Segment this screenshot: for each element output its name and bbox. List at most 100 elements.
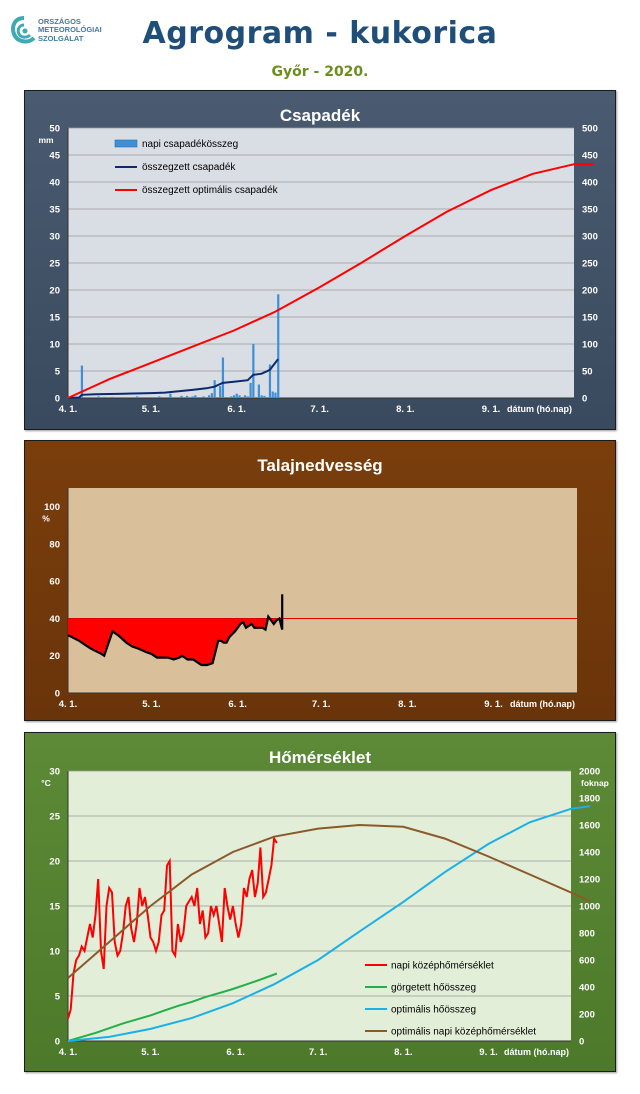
y2-tick-label: 100 bbox=[582, 340, 598, 351]
y-axis-label: °C bbox=[41, 778, 51, 788]
optimal-heat-sum-line bbox=[67, 805, 591, 1042]
precip-bar bbox=[111, 396, 114, 398]
x-tick-label: 9. 1. bbox=[479, 1047, 498, 1058]
legend-swatch-daily-precip bbox=[114, 139, 138, 148]
y2-tick-label: 250 bbox=[582, 259, 598, 270]
x-tick-label: 5. 1. bbox=[142, 404, 161, 415]
y-tick-label: 5 bbox=[55, 367, 61, 378]
precip-bar bbox=[208, 395, 211, 398]
x-tick-label: 8. 1. bbox=[396, 404, 415, 415]
y-tick-label: 20 bbox=[49, 286, 60, 297]
y-tick-label: 25 bbox=[49, 812, 60, 823]
soil-moisture-panel: Talajnedvesség 0 20 40 60 80 100 4. 1. 5. 1. 6. 1… bbox=[24, 440, 616, 721]
chart-title: Talajnedvesség bbox=[257, 456, 382, 475]
precip-bar bbox=[158, 396, 161, 398]
x-tick-label: 6. 1. bbox=[227, 404, 246, 415]
precip-bar bbox=[136, 396, 139, 398]
legend-label-daily-temp: napi középhőmérséklet bbox=[391, 961, 494, 972]
precip-bar bbox=[238, 395, 241, 398]
x-tick-label: 7. 1. bbox=[309, 1047, 328, 1058]
y2-tick-label: 2000 bbox=[579, 767, 600, 778]
y-tick-label: 0 bbox=[55, 1037, 60, 1048]
precip-bar bbox=[185, 395, 189, 398]
page-title: Agrogram - kukorica bbox=[142, 16, 498, 51]
y2-tick-label: 600 bbox=[579, 956, 595, 967]
precip-bar bbox=[252, 344, 255, 398]
precip-bar bbox=[219, 386, 222, 398]
legend-label-cum-precip: összegzett csapadék bbox=[142, 162, 236, 173]
y2-axis-label: foknap bbox=[581, 778, 609, 788]
legend-label-opt-heat: optimális hőösszeg bbox=[391, 1005, 476, 1016]
y-tick-label: 5 bbox=[55, 992, 61, 1003]
y2-tick-label: 200 bbox=[579, 1010, 595, 1021]
y-tick-label: 25 bbox=[49, 259, 60, 270]
y2-tick-label: 0 bbox=[582, 394, 587, 405]
precip-bar bbox=[102, 396, 106, 398]
x-tick-label: 4. 1. bbox=[59, 404, 78, 415]
y-tick-label: 40 bbox=[49, 178, 60, 189]
y2-tick-label: 200 bbox=[582, 286, 598, 297]
optimal-precip-line bbox=[67, 163, 594, 399]
x-tick-label: 7. 1. bbox=[312, 699, 331, 710]
precip-bar bbox=[80, 365, 84, 398]
temperature-chart: Hőmérséklet 0 5 10 15 20 25 30 0 200 400 600 800 1000… bbox=[41, 748, 609, 1058]
y2-tick-label: 150 bbox=[582, 313, 598, 324]
omsz-logo bbox=[8, 14, 128, 54]
precip-bar bbox=[180, 395, 183, 398]
legend-label-opt-precip: összegzett optimális csapadék bbox=[142, 185, 279, 196]
precip-bar bbox=[243, 395, 247, 398]
y2-tick-label: 1800 bbox=[579, 794, 600, 805]
x-tick-label: 4. 1. bbox=[59, 699, 78, 710]
plot-area bbox=[68, 488, 577, 693]
y-axis-label: mm bbox=[38, 135, 54, 145]
y2-tick-label: 400 bbox=[579, 983, 595, 994]
x-tick-label: 5. 1. bbox=[142, 699, 161, 710]
precip-bar bbox=[274, 392, 277, 398]
soil-moisture-chart: Talajnedvesség 0 20 40 60 80 100 4. 1. 5. 1. 6. 1… bbox=[42, 456, 577, 710]
y2-tick-label: 500 bbox=[582, 124, 598, 135]
y-tick-label: 40 bbox=[49, 614, 60, 625]
logo-text: ORSZÁGOS METEOROLÓGIAI SZOLGÁLAT bbox=[38, 17, 102, 43]
y-tick-label: 15 bbox=[49, 313, 60, 324]
x-axis-label: dátum (hó.nap) bbox=[504, 1047, 569, 1057]
precip-bar bbox=[169, 393, 172, 398]
precip-bar bbox=[268, 364, 272, 398]
legend-label-daily-precip: napi csapadékösszeg bbox=[142, 139, 238, 150]
y-tick-label: 0 bbox=[55, 689, 60, 700]
precip-bar bbox=[221, 357, 225, 398]
y2-tick-label: 1200 bbox=[579, 875, 600, 886]
y2-tick-label: 50 bbox=[582, 367, 593, 378]
precip-bar bbox=[194, 395, 197, 398]
legend-label-rolling-heat: görgetett hőösszeg bbox=[391, 983, 476, 994]
x-tick-label: 8. 1. bbox=[394, 1047, 413, 1058]
precipitation-chart: Csapadék05101520253035404550050100150200… bbox=[38, 106, 598, 415]
y-tick-label: 10 bbox=[49, 340, 60, 351]
y-tick-label: 20 bbox=[49, 651, 60, 662]
precip-bar bbox=[235, 393, 238, 398]
legend-label-opt-daily-temp: optimális napi középhőmérséklet bbox=[391, 1027, 536, 1038]
daily-mean-temp-line bbox=[67, 835, 278, 1019]
chart-title: Hőmérséklet bbox=[269, 748, 371, 767]
x-axis-label: dátum (hó.nap) bbox=[507, 404, 572, 414]
y-tick-label: 30 bbox=[49, 767, 60, 778]
y-tick-label: 15 bbox=[49, 902, 60, 913]
y-tick-label: 10 bbox=[49, 947, 60, 958]
precip-bar bbox=[249, 382, 252, 398]
y2-tick-label: 350 bbox=[582, 205, 598, 216]
x-tick-label: 6. 1. bbox=[226, 1047, 245, 1058]
y-tick-label: 45 bbox=[49, 151, 60, 162]
x-tick-label: 6. 1. bbox=[228, 699, 247, 710]
y-tick-label: 30 bbox=[49, 232, 60, 243]
precip-bar bbox=[202, 396, 205, 398]
precip-bar bbox=[257, 384, 260, 398]
chart-title: Csapadék bbox=[280, 106, 361, 125]
precip-bar bbox=[246, 396, 249, 398]
precip-bar bbox=[213, 380, 216, 398]
y2-tick-label: 800 bbox=[579, 929, 595, 940]
precip-bar bbox=[97, 396, 100, 398]
precip-bar bbox=[260, 395, 263, 398]
y-tick-label: 60 bbox=[49, 577, 60, 588]
optimal-daily-temp-line bbox=[67, 823, 591, 979]
soil-deficit-area bbox=[68, 618, 283, 665]
x-tick-label: 9. 1. bbox=[482, 404, 501, 415]
